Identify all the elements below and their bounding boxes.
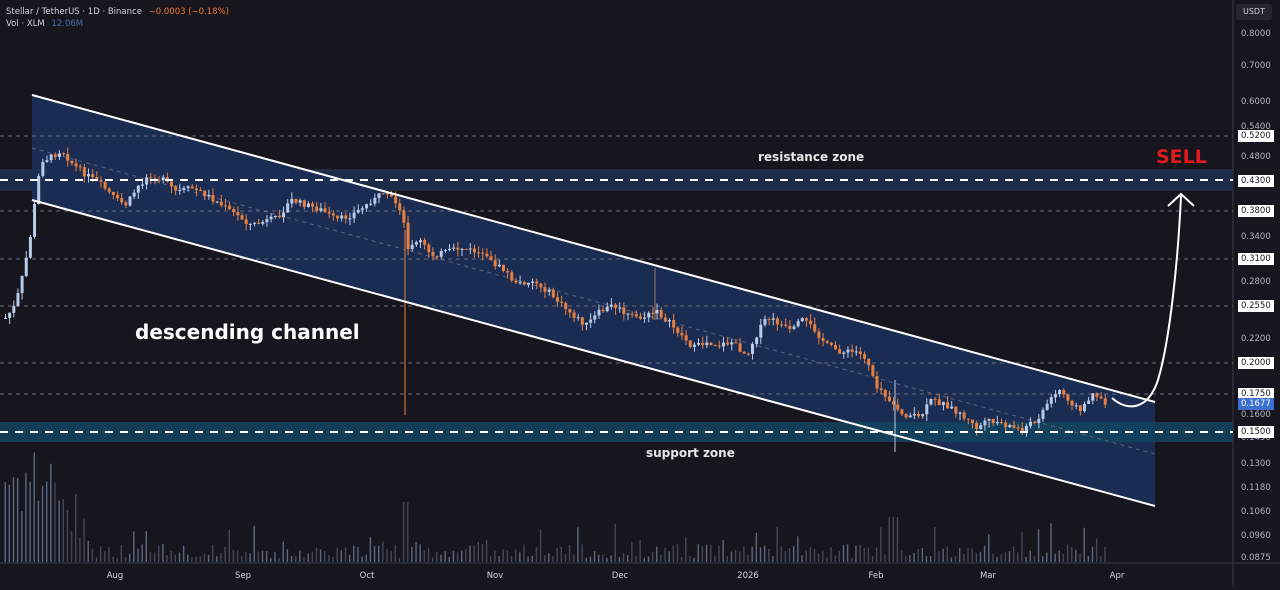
price-level-tag[interactable]: 0.3100 bbox=[1238, 253, 1274, 265]
price-axis-label: 0.3400 bbox=[1241, 232, 1271, 242]
time-axis-label: Aug bbox=[106, 571, 124, 581]
price-level-tag[interactable]: 0.1750 bbox=[1238, 388, 1274, 400]
price-level-tag[interactable]: 0.2550 bbox=[1238, 300, 1274, 312]
channel-midline bbox=[31, 147, 1156, 455]
channel-fill bbox=[32, 95, 1155, 506]
price-level-tag[interactable]: 0.4300 bbox=[1238, 175, 1274, 187]
time-axis-label: Feb bbox=[868, 571, 884, 581]
price-axis-label: 0.7000 bbox=[1241, 61, 1271, 71]
chart-legend: Stellar / TetherUS · 1D · Binance −0.000… bbox=[6, 6, 229, 30]
time-axis-label: Sep bbox=[234, 571, 252, 581]
price-axis-label: 0.0875 bbox=[1241, 553, 1271, 563]
channel-lower-line[interactable] bbox=[31, 199, 1156, 507]
candlestick-series bbox=[4, 147, 1107, 452]
price-level-tag[interactable]: 0.3800 bbox=[1238, 205, 1274, 217]
sell-signal-label[interactable]: SELL bbox=[1156, 146, 1207, 168]
price-axis-label: 0.4800 bbox=[1241, 152, 1271, 162]
projection-arrow-path bbox=[1111, 195, 1182, 408]
time-axis-label: Oct bbox=[359, 571, 375, 581]
volume-label[interactable]: Vol · XLM bbox=[6, 19, 45, 29]
volume-histogram bbox=[4, 452, 1106, 562]
currency-button[interactable]: USDT bbox=[1236, 4, 1272, 20]
price-level-tag[interactable]: 0.5200 bbox=[1238, 130, 1274, 142]
volume-row: Vol · XLM 12.06M bbox=[6, 18, 229, 30]
time-axis-label: Apr bbox=[1109, 571, 1125, 581]
resistance-zone-label[interactable]: resistance zone bbox=[758, 150, 865, 164]
price-axis-label: 0.1060 bbox=[1241, 507, 1271, 517]
price-axis-label: 0.1600 bbox=[1241, 410, 1271, 420]
price-level-tag[interactable]: 0.2000 bbox=[1238, 357, 1274, 369]
price-axis-label: 0.2200 bbox=[1241, 334, 1271, 344]
price-level-tag[interactable]: 0.1500 bbox=[1238, 426, 1274, 438]
price-axis-label: 0.1300 bbox=[1241, 459, 1271, 469]
current-price-tag: 0.1677 bbox=[1238, 398, 1274, 410]
symbol-row: Stellar / TetherUS · 1D · Binance −0.000… bbox=[6, 6, 229, 18]
arrow-head-icon bbox=[1167, 192, 1195, 207]
symbol-title[interactable]: Stellar / TetherUS · 1D · Binance bbox=[6, 7, 142, 17]
descending-channel-label[interactable]: descending channel bbox=[135, 320, 360, 344]
price-axis-label: 0.5400 bbox=[1241, 122, 1271, 132]
price-axis-label: 0.0960 bbox=[1241, 531, 1271, 541]
time-axis-label: 2026 bbox=[737, 571, 759, 581]
time-axis-label: Dec bbox=[611, 571, 629, 581]
price-axis-label: 0.1180 bbox=[1241, 483, 1271, 493]
volume-value: 12.06M bbox=[51, 19, 84, 29]
price-axis-label: 0.2800 bbox=[1241, 277, 1271, 287]
price-change: −0.0003 (−0.18%) bbox=[148, 7, 229, 17]
channel-upper-line[interactable] bbox=[31, 94, 1156, 403]
support-zone-label[interactable]: support zone bbox=[646, 446, 735, 460]
time-axis-label: Nov bbox=[486, 571, 504, 581]
price-axis-label: 0.1450 bbox=[1241, 433, 1271, 443]
price-axis-label: 0.8000 bbox=[1241, 29, 1271, 39]
time-axis-label: Mar bbox=[979, 571, 997, 581]
price-axis-label: 0.6000 bbox=[1241, 97, 1271, 107]
